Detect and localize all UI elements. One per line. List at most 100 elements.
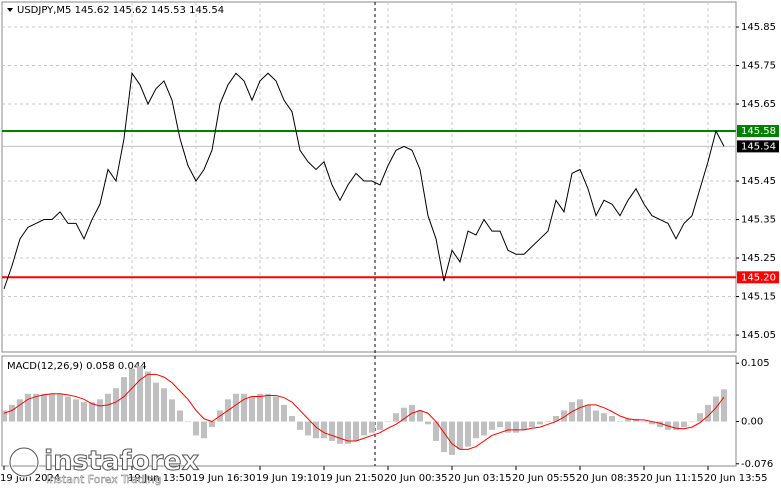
- histogram-bar: [9, 404, 15, 422]
- logo-name: instaforex: [44, 446, 199, 477]
- histogram-bar: [625, 418, 631, 422]
- logo-icon-outline: [9, 447, 39, 477]
- histogram-bar: [513, 421, 519, 433]
- price-tag-label: 145.58: [741, 126, 776, 137]
- price-tag-label: 145.54: [741, 141, 776, 152]
- histogram-bar: [129, 368, 135, 422]
- histogram-bar: [505, 421, 511, 433]
- histogram-bar: [257, 393, 263, 422]
- histogram-bar: [585, 404, 591, 422]
- signal-line: [3, 373, 725, 450]
- histogram-bar: [121, 377, 127, 422]
- histogram-bar: [161, 388, 167, 422]
- logo-tagline: Instant Forex Trading: [46, 473, 162, 486]
- histogram-bar: [345, 421, 351, 444]
- x-tick-label: 19 Jun 21:50: [320, 473, 384, 484]
- histogram-bar: [593, 410, 599, 422]
- histogram-bar: [401, 407, 407, 422]
- chart-title: USDJPY,M5 145.62 145.62 145.53 145.54: [17, 5, 224, 16]
- histogram-bar: [241, 393, 247, 422]
- histogram-bar: [577, 399, 583, 422]
- x-tick-label: 19 Jun 13:50: [128, 473, 192, 484]
- histogram-bar: [233, 393, 239, 422]
- x-tick-label: 19 Jun 16:30: [192, 473, 256, 484]
- histogram-bar: [33, 393, 39, 422]
- histogram-bar: [113, 388, 119, 422]
- histogram-bar: [49, 393, 55, 422]
- histogram-bar: [641, 421, 647, 423]
- price-tag: [737, 140, 779, 153]
- x-tick-label: 20 Jun 05:55: [512, 473, 576, 484]
- histogram-bar: [649, 421, 655, 425]
- x-tick-label: 20 Jun 03:15: [448, 473, 512, 484]
- histogram-bar: [417, 410, 423, 422]
- x-tick-label: 20 Jun 11:15: [640, 473, 704, 484]
- logo: instaforex Instant Forex Trading: [8, 445, 200, 486]
- histogram-bar: [273, 396, 279, 422]
- histogram-bar: [297, 421, 303, 430]
- y-tick-label: 145.75: [741, 61, 776, 72]
- histogram-bar: [369, 421, 375, 433]
- histogram-bar: [713, 396, 719, 422]
- histogram-bar: [553, 416, 559, 422]
- histogram-bar: [289, 416, 295, 422]
- histogram-bar: [457, 421, 463, 450]
- y-tick-label: 0.105: [741, 358, 770, 369]
- histogram-bar: [377, 421, 383, 430]
- histogram-bar: [601, 413, 607, 422]
- histogram-bar: [73, 399, 79, 422]
- y-tick-label: 145.15: [741, 292, 776, 303]
- x-tick-label: 20 Jun 00:35: [384, 473, 448, 484]
- x-tick-label: 20 Jun 08:35: [576, 473, 640, 484]
- histogram-bar: [17, 399, 23, 422]
- histogram-bar: [89, 402, 95, 422]
- y-tick-label: 145.05: [741, 330, 776, 341]
- price-tag: [737, 271, 779, 284]
- histogram-bar: [153, 382, 159, 422]
- histogram-bar: [521, 421, 527, 430]
- histogram-bar: [281, 404, 287, 422]
- histogram-bar: [137, 366, 143, 422]
- histogram-bar: [609, 416, 615, 422]
- histogram-bar: [545, 421, 551, 423]
- histogram-bar: [689, 421, 695, 423]
- histogram-bar: [705, 404, 711, 422]
- histogram-bar: [265, 393, 271, 422]
- histogram-bar: [185, 421, 191, 423]
- price-tag-label: 145.20: [741, 272, 776, 283]
- y-tick-label: 0.00: [741, 417, 763, 428]
- histogram-bar: [529, 421, 535, 428]
- x-tick-label: 19 Jun 19:10: [256, 473, 320, 484]
- histogram-bar: [393, 413, 399, 422]
- histogram-bar: [721, 389, 727, 422]
- histogram-bar: [321, 421, 327, 439]
- histogram-bar: [385, 421, 391, 423]
- histogram-bar: [657, 421, 663, 428]
- histogram-bar: [681, 421, 687, 428]
- histogram-bar: [201, 421, 207, 439]
- histogram-bar: [105, 393, 111, 422]
- histogram-bar: [673, 421, 679, 430]
- histogram-bar: [617, 421, 623, 423]
- histogram-bar: [81, 402, 87, 422]
- y-tick-label: 145.35: [741, 215, 776, 226]
- histogram-bar: [353, 421, 359, 441]
- histogram-bar: [65, 396, 71, 422]
- price-line: [3, 71, 725, 290]
- histogram-bar: [305, 421, 311, 436]
- histogram-bar: [441, 421, 447, 453]
- histogram-bar: [697, 413, 703, 422]
- histogram-bar: [537, 421, 543, 425]
- y-tick-label: 145.25: [741, 253, 776, 264]
- y-tick-label: 145.45: [741, 176, 776, 187]
- histogram-bar: [481, 421, 487, 436]
- price-panel: [1, 1, 737, 353]
- histogram-bar: [313, 421, 319, 439]
- x-tick-label: 19 Jun 2024: [0, 473, 60, 484]
- histogram-bar: [473, 421, 479, 439]
- x-tick-label: 20 Jun 13:55: [704, 473, 768, 484]
- histogram-bar: [465, 421, 471, 447]
- histogram-bar: [41, 393, 47, 422]
- histogram-bar: [193, 421, 199, 436]
